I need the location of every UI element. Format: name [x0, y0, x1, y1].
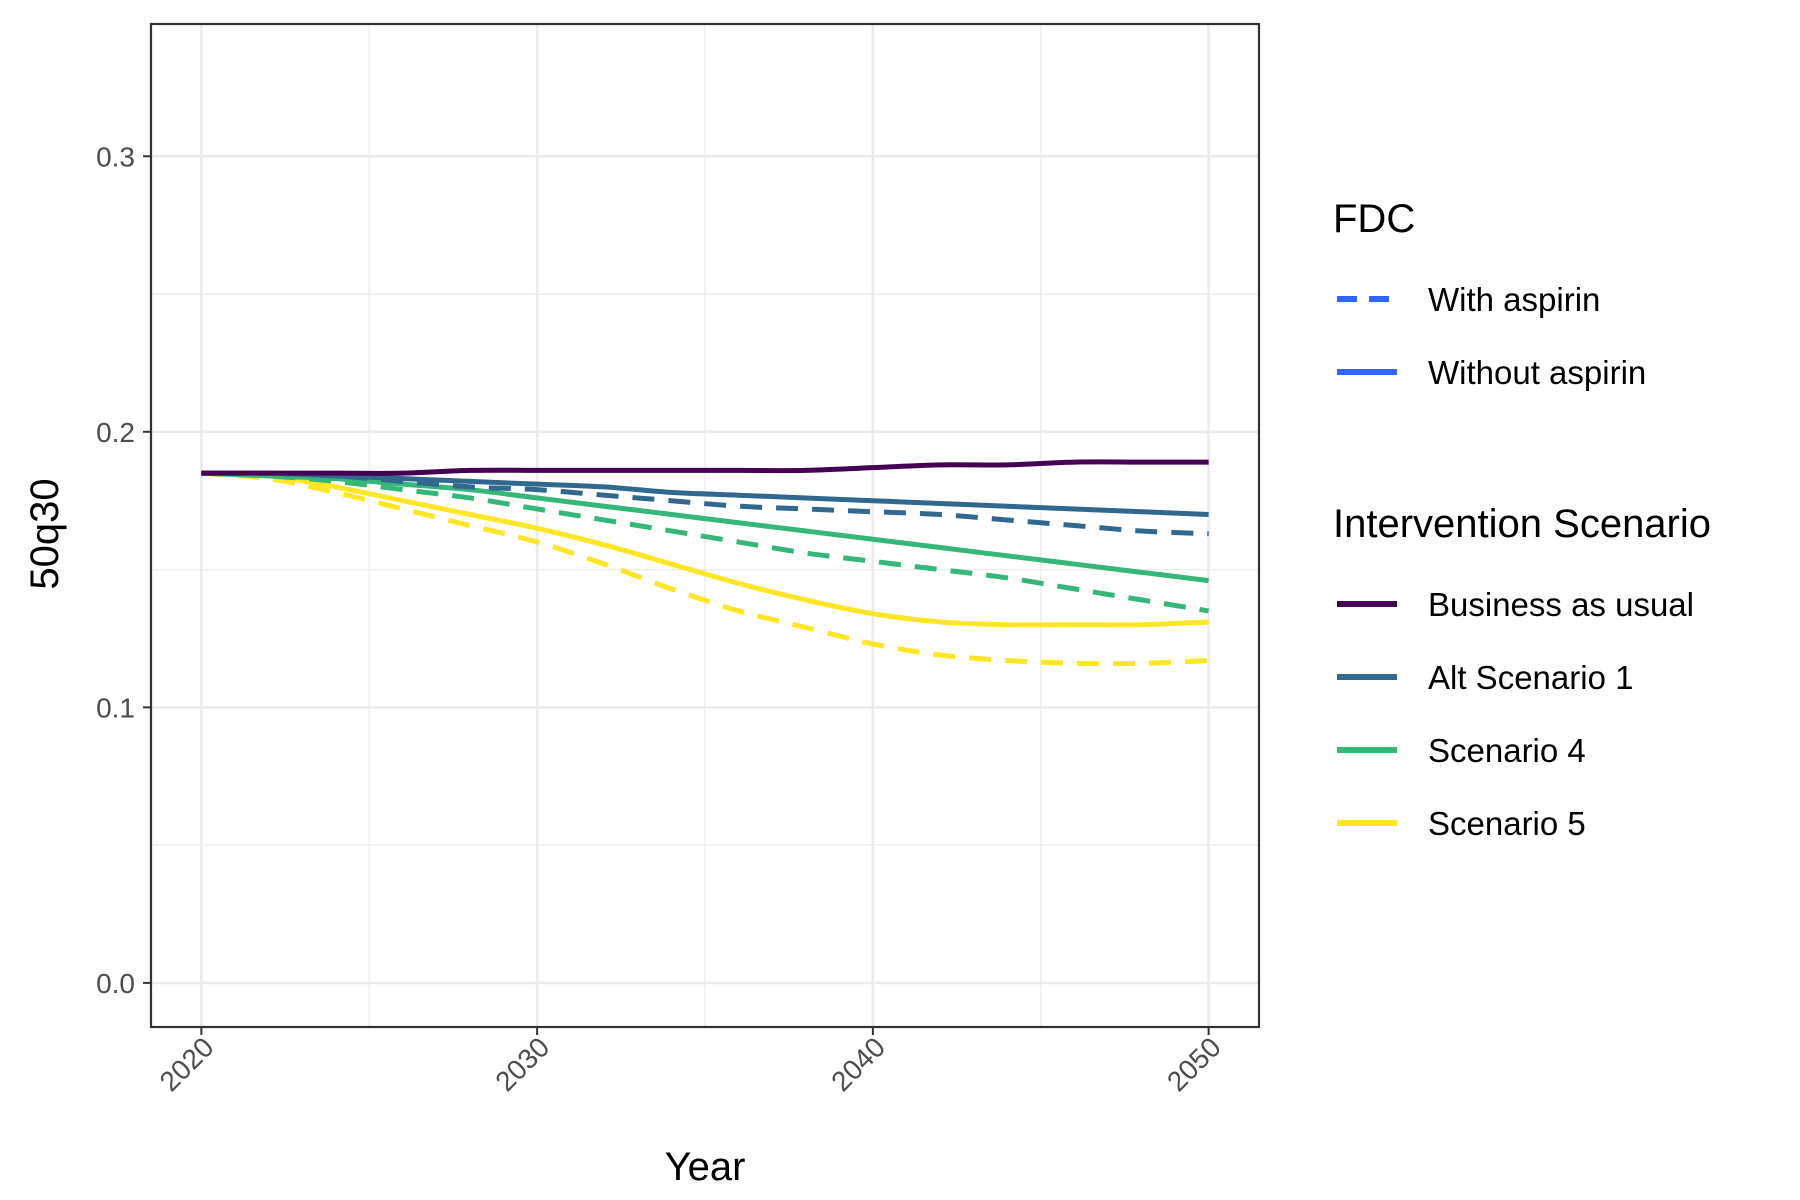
y-axis-title: 50q30: [23, 478, 67, 589]
minor-gridlines: [151, 24, 1259, 1027]
legend: FDC With aspirin Without aspirin Interventi…: [1333, 197, 1711, 842]
legend-label: Without aspirin: [1428, 354, 1646, 391]
series-lines: [201, 459, 1210, 667]
series-line-scenario-5-without-aspirin: [201, 470, 1209, 628]
x-axis-title: Year: [665, 1145, 746, 1189]
y-axis: 0.0 0.1 0.2 0.3: [96, 141, 151, 999]
series-line-scenario-4-without-aspirin: [201, 470, 1209, 584]
legend-label: Scenario 5: [1428, 805, 1586, 842]
series-line-business-as-usual-without-aspirin: [201, 459, 1209, 476]
plot-panel-border: [149, 22, 1261, 1029]
series-line-alt-scenario-1-without-aspirin: [201, 470, 1209, 517]
y-tick-label: 0.2: [96, 417, 135, 448]
y-tick-label: 0.0: [96, 968, 135, 999]
legend-title: Intervention Scenario: [1333, 502, 1711, 546]
legend-label: Scenario 4: [1428, 732, 1586, 769]
legend-label: Alt Scenario 1: [1428, 659, 1633, 696]
legend-label: With aspirin: [1428, 281, 1600, 318]
series-line-scenario-4-with-aspirin: [201, 470, 1210, 614]
y-tick-label: 0.3: [96, 141, 135, 172]
series-line-alt-scenario-1-with-aspirin: [201, 470, 1209, 537]
y-tick-label: 0.1: [96, 692, 135, 723]
major-gridlines: [151, 24, 1259, 1027]
series-line-scenario-5-with-aspirin: [201, 470, 1209, 667]
legend-label: Business as usual: [1428, 586, 1694, 623]
legend-title: FDC: [1333, 197, 1415, 241]
